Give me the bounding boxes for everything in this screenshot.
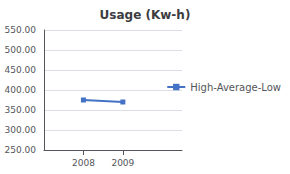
- svg-text:High-Average-Low: High-Average-Low: [190, 82, 281, 93]
- svg-text:2008: 2008: [72, 158, 95, 168]
- svg-text:500.00: 500.00: [5, 45, 37, 55]
- svg-text:300.00: 300.00: [5, 125, 37, 135]
- svg-text:Usage (Kw-h): Usage (Kw-h): [100, 8, 191, 22]
- svg-text:350.00: 350.00: [5, 105, 37, 115]
- svg-text:400.00: 400.00: [5, 85, 37, 95]
- svg-text:250.00: 250.00: [5, 145, 37, 155]
- svg-text:2009: 2009: [111, 158, 134, 168]
- svg-text:450.00: 450.00: [5, 65, 37, 75]
- svg-text:550.00: 550.00: [5, 25, 37, 35]
